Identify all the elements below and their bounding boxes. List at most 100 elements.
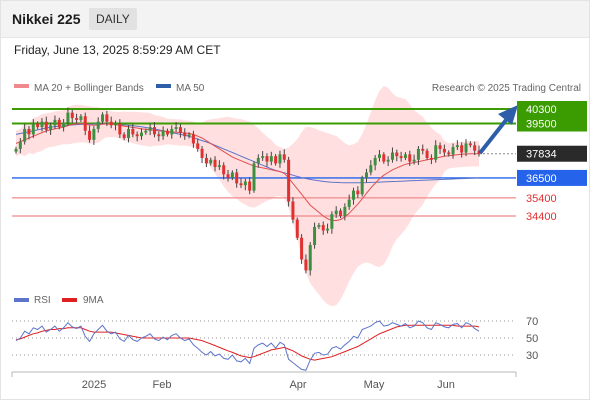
candle-body [230,172,234,178]
candle-body [317,225,321,227]
candle-body [256,157,260,164]
instrument-title: Nikkei 225 [12,11,81,27]
candle-body [308,245,312,271]
candle-body [217,165,221,168]
candle-body [477,150,481,154]
candle-body [127,128,131,139]
level-tag: 40300 [517,101,587,117]
level-tag-bg [517,169,587,186]
candle-body [265,156,269,162]
candle-body [40,121,44,128]
rsi-ma-legend-swatch [62,298,77,302]
candle-body [96,121,100,129]
candle-body [44,121,48,130]
candle-body [399,156,403,158]
candle-body [83,116,87,131]
candle-body [170,128,174,135]
candle-body [152,127,156,135]
arrow-head [498,105,518,125]
candle-body [403,154,407,158]
candle-body [14,148,18,152]
candle-body [70,112,74,119]
candle-body [425,150,429,158]
candle-body [88,130,92,140]
candle-body [369,165,373,173]
ma20-legend-label: MA 20 + Bollinger Bands [34,83,144,94]
target-arrow [478,105,518,155]
candle-body [161,130,165,137]
ma50-legend-swatch [156,84,171,88]
legend: MA 20 + Bollinger Bands MA 50 Research ©… [14,83,581,94]
candle-body [31,123,35,135]
candle-body [377,154,381,158]
candle-body [373,157,377,166]
candle-body [101,114,105,122]
rsi-legend: RSI 9MA [14,295,104,306]
level-tag: 37834 [517,145,587,162]
candle-body [451,147,455,155]
candle-body [395,152,399,157]
candle-body [248,181,252,191]
candle-body [235,172,239,184]
x-tick-label: Apr [289,379,306,391]
candle-body [62,122,66,128]
candle-body [460,145,464,153]
candle-body [356,190,360,195]
rsi-grid: 70 50 30 [12,316,538,362]
candle-body [226,174,230,178]
candle-body [79,116,83,120]
candle-body [321,225,325,231]
candle-body [57,119,61,128]
level-label: 36500 [526,173,557,185]
candle-body [339,210,343,216]
candle-body [364,172,368,178]
candle-body [421,148,425,151]
candle-body [455,145,459,148]
candle-body [442,148,446,153]
level-tag: 39500 [517,115,587,132]
candle-body [122,134,126,139]
candle-body [75,118,79,120]
candle-body [386,159,390,162]
candle-body [291,201,295,220]
candle-body [183,132,187,137]
level-tag-bg [517,101,587,117]
level-label: 40300 [526,104,557,116]
rsi-legend-label: RSI [34,295,51,306]
level-tag-bg [517,145,587,162]
candle-body [334,210,338,215]
x-tick-label: 2025 [82,379,106,391]
candle-body [118,123,122,135]
candle-body [295,219,299,238]
candle-body [416,148,420,160]
timeframe-badge[interactable]: DAILY [89,8,137,30]
level-tag: 36500 [517,169,587,186]
level-label: 39500 [526,119,557,131]
candle-body [27,128,31,135]
candle-body [187,134,191,137]
candle-body [135,134,139,137]
candle-body [178,127,182,133]
candle-body [92,128,96,140]
candle-body [261,156,265,158]
arrow-shaft [478,113,512,155]
candle-body [347,199,351,207]
header-bar: Nikkei 225 DAILY [1,1,589,38]
candle-body [326,228,330,231]
candle-body [66,112,70,123]
candle-body [243,181,247,186]
candle-body [278,154,282,164]
candle-body [269,156,273,162]
candle-body [330,214,334,229]
level-label: 35400 [526,193,557,205]
candle-body [23,128,27,142]
candle-body [139,132,143,137]
candle-body [304,259,308,271]
candle-body [131,128,135,135]
candle-body [447,152,451,155]
candle-body [213,159,217,168]
rsi-legend-swatch [14,298,29,302]
rsi-ma-line [15,324,480,361]
